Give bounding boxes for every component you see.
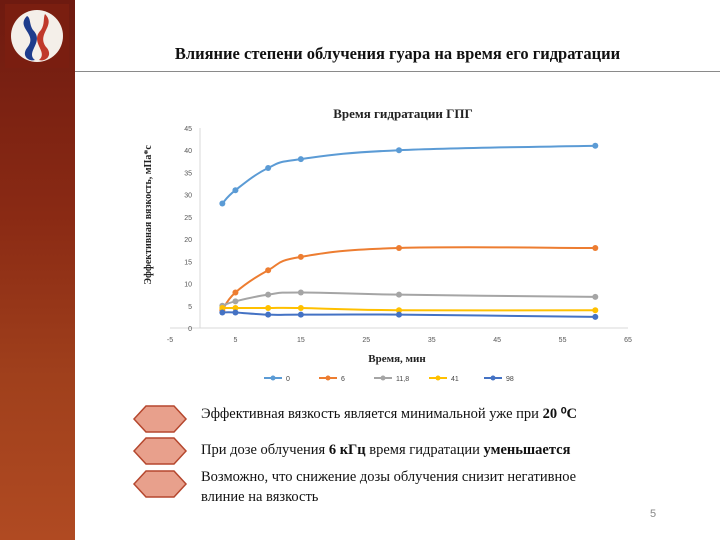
bullet-hexagon-icon [132,405,188,433]
data-point [592,293,599,300]
sidebar-band [0,0,75,540]
bullet-text-part: 20 ⁰С [542,406,577,422]
data-point [297,305,304,311]
data-point [297,156,304,163]
series-markers [219,142,599,320]
data-point [265,267,272,274]
page-number: 5 [650,508,657,520]
data-point [396,311,402,318]
data-point [396,245,402,251]
series-lines [221,144,596,318]
data-point [219,309,226,316]
data-point [232,187,239,194]
y-tick-label: 0 [188,326,192,333]
bullet-text-part: уменьшается [483,442,571,458]
series-line-6 [221,246,596,311]
series-line-41 [222,306,596,312]
y-tick-label: 30 [184,193,192,200]
legend-label: 98 [506,376,514,383]
legend-marker [325,375,331,381]
legend-marker [380,375,386,381]
y-tick-label: 10 [184,282,192,289]
bullet-text: При дозе облучения 6 кГц время гидратаци… [201,440,570,460]
series-line-11,8 [221,291,596,307]
y-tick-label: 5 [188,304,192,311]
title-divider [75,71,720,72]
data-point [219,200,226,207]
bullet-text-part: Эффективная вязкость является минимально… [201,406,543,422]
data-point [297,289,304,296]
company-logo [5,4,69,68]
bullet-hexagon-icon [132,470,188,498]
legend: 0 6 11,8 41 98 [264,375,514,383]
bullet-text: Возможно, что снижение дозы облучения сн… [201,467,591,507]
x-axis-label: Время, мин [368,353,426,365]
legend-marker [435,375,441,381]
y-tick-label: 20 [184,237,192,244]
x-tick-label: -5 [167,337,173,344]
data-point [592,313,599,320]
data-point [232,305,239,311]
chart: Время гидратации ГПГ Эффективная вязкост… [143,106,632,383]
bullet-text-part: время гидратации [365,442,484,458]
series-line-0 [221,144,596,205]
data-point [232,289,239,296]
data-point [297,311,304,318]
x-tick-label: 35 [428,337,436,344]
bullet-text-part: При дозе облучения [201,442,329,458]
x-tick-label: 25 [362,337,370,344]
bullet-text-part: 6 кГц [328,442,366,458]
x-tick-label: 15 [297,337,305,344]
y-tick-label: 40 [184,148,192,155]
data-point [265,291,272,298]
data-point [232,309,239,316]
bullet-text-part: Возможно, что снижение дозы облучения сн… [201,469,577,505]
data-point [396,291,402,298]
y-axis-label: Эффективная вязкость, мПа*с [143,145,154,285]
slide-title: Влияние степени облучения гуара на время… [174,44,621,63]
data-point [396,307,402,314]
x-tick-labels: -5 5 15 25 35 45 55 65 [167,337,632,344]
data-point [265,311,272,318]
y-tick-label: 15 [184,259,192,266]
x-tick-label: 45 [493,337,501,344]
legend-marker [270,375,276,381]
legend-label: 41 [451,376,459,383]
series-line-98 [222,311,596,318]
data-point [265,305,272,311]
data-point [592,307,599,314]
legend-label: 0 [286,376,290,383]
legend-label: 11,8 [396,376,409,383]
x-tick-label: 5 [233,337,237,344]
y-tick-label: 35 [184,170,192,177]
y-tick-labels: 0 5 10 15 20 25 30 35 40 45 [184,126,192,333]
bullet-text: Эффективная вязкость является минимально… [201,404,577,424]
x-tick-label: 55 [559,337,567,344]
data-point [592,142,599,149]
data-point [592,245,599,251]
chart-title: Время гидратации ГПГ [333,106,473,121]
data-point [297,253,304,260]
y-tick-label: 45 [184,126,192,133]
data-point [219,305,226,311]
legend-label: 6 [341,376,345,383]
data-point [232,298,239,305]
x-tick-label: 65 [624,337,632,344]
data-point [396,147,402,154]
y-tick-label: 25 [184,215,192,222]
data-point [265,165,272,171]
legend-marker [490,375,496,381]
bullet-hexagon-icon [132,437,188,465]
